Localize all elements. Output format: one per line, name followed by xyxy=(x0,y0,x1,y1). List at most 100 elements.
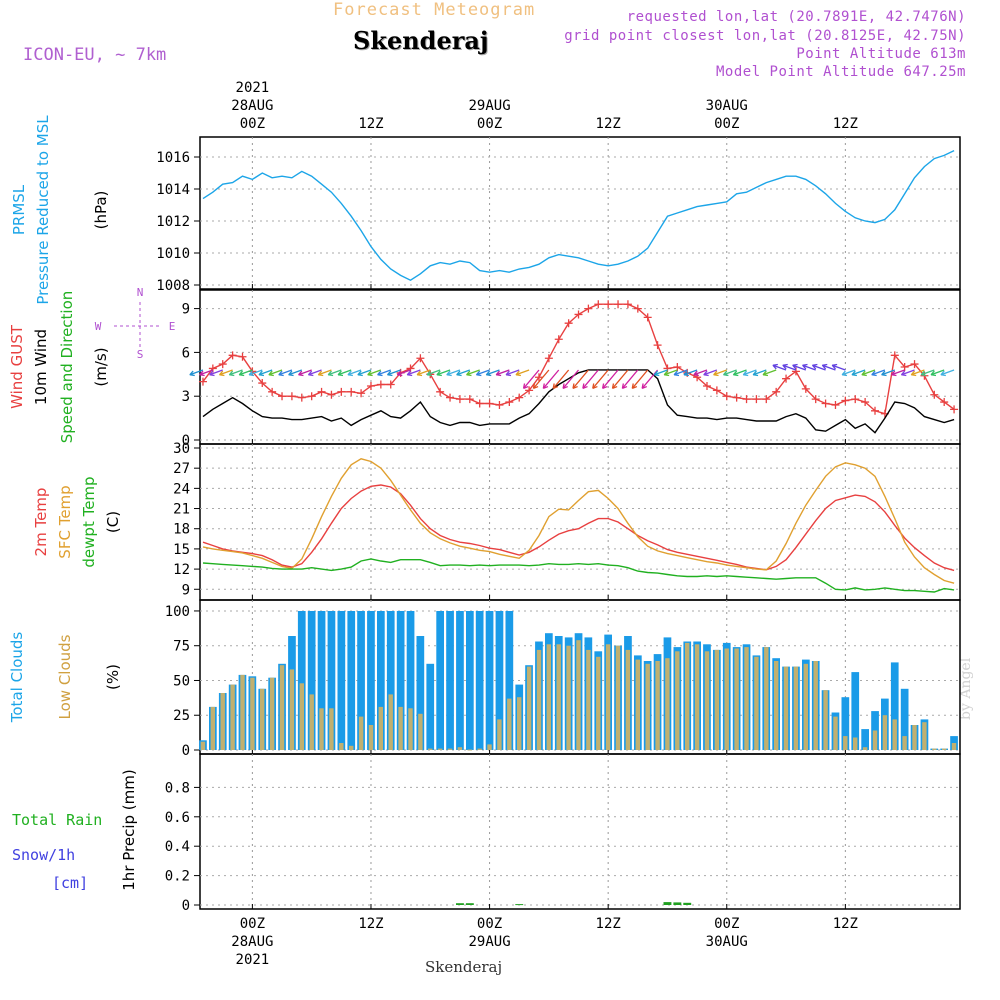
total-bar xyxy=(890,662,899,750)
gust-marker xyxy=(623,300,632,309)
wind-arrow-head xyxy=(732,370,739,377)
wind-arrow xyxy=(416,369,431,376)
total-bar xyxy=(505,611,514,750)
wind-arrow-head xyxy=(621,383,628,389)
y-tick-label: 12 xyxy=(173,562,190,578)
wind-arrow-head xyxy=(673,370,680,377)
wind-arrow xyxy=(318,369,332,376)
y-tick-label: 24 xyxy=(173,481,190,497)
gust-marker xyxy=(633,304,642,313)
wind-arrow-head xyxy=(572,383,578,389)
time-label-bottom: 00Z xyxy=(714,916,739,932)
panel-pressure: 1008 1010 1012 1014 1016 PRMSL Pressure Reduce… xyxy=(10,115,961,305)
wind-arrow xyxy=(802,364,816,371)
y-tick-label: 1012 xyxy=(156,214,190,230)
y-tick-label: 9 xyxy=(182,302,190,318)
wind-arrow-head xyxy=(436,370,442,377)
time-label-top: 12Z xyxy=(833,116,858,132)
pressure-frame xyxy=(199,136,961,290)
y-tick-label: 100 xyxy=(165,604,190,620)
y-tick-label: 9 xyxy=(182,582,190,598)
wind-series-label: Wind GUST xyxy=(8,324,26,409)
wind-arrow xyxy=(532,369,550,389)
low-bar xyxy=(309,694,314,750)
low-bar xyxy=(665,658,670,750)
low-bar xyxy=(774,661,779,750)
low-bar xyxy=(487,744,492,750)
y-tick-label: 0.8 xyxy=(165,780,190,796)
total-bar xyxy=(367,611,375,750)
y-tick-label: 21 xyxy=(173,502,190,518)
y-tick-label: 1010 xyxy=(156,246,190,262)
low-bar xyxy=(546,644,551,750)
gust-marker xyxy=(673,363,682,371)
low-bar xyxy=(497,719,502,750)
wind-arrow-head xyxy=(663,370,670,377)
precip-legend-label: Snow/1h xyxy=(12,846,75,864)
gust-marker xyxy=(475,399,484,408)
low-bar xyxy=(645,663,650,750)
wind-arrow xyxy=(782,364,797,371)
gust-marker xyxy=(337,387,346,396)
low-bar xyxy=(605,644,611,750)
wind-arrow xyxy=(861,369,876,376)
gust-marker xyxy=(752,395,761,404)
pressure-line xyxy=(202,149,955,282)
low-bar xyxy=(279,665,285,750)
total-bar xyxy=(456,611,464,750)
y-tick-label: 0 xyxy=(182,433,190,449)
time-label-bottom: 12Z xyxy=(596,916,621,932)
wind-arrow xyxy=(562,369,580,389)
gust-marker xyxy=(485,399,494,408)
wind-arrow-head xyxy=(505,370,512,377)
wind-arrow-head xyxy=(426,370,433,377)
wind-arrow-head xyxy=(792,363,798,370)
total-bar xyxy=(466,611,474,750)
total-bar xyxy=(297,611,306,750)
y-tick-label: 18 xyxy=(173,522,190,538)
wind-arrow-head xyxy=(347,370,353,377)
wind-arrow xyxy=(466,369,480,376)
wind-arrow-head xyxy=(218,370,225,377)
time-label-bottom: 29AUG xyxy=(468,934,510,950)
low-bar xyxy=(951,743,957,750)
low-bar xyxy=(902,736,907,750)
low-bar xyxy=(339,743,344,750)
wind-arrow-head xyxy=(811,363,818,370)
wind-arrow-head xyxy=(631,383,638,389)
y-tick-label: 15 xyxy=(173,542,190,558)
low-bar xyxy=(882,715,888,750)
low-bar xyxy=(625,649,631,750)
wind-arrow-head xyxy=(752,370,759,377)
y-tick-label: 1016 xyxy=(156,150,190,166)
wind-arrow-head xyxy=(238,370,245,377)
gust-marker xyxy=(910,360,919,369)
low-bar xyxy=(764,647,769,750)
wind-arrow xyxy=(930,369,945,376)
gust-marker xyxy=(732,393,741,402)
wind-arrow xyxy=(772,364,787,371)
low-bar xyxy=(843,736,848,750)
wind-compass: W E N S xyxy=(95,286,176,361)
gust-marker xyxy=(357,389,366,398)
low-bar xyxy=(260,688,265,750)
rain-bar xyxy=(683,902,692,905)
gust-marker xyxy=(278,392,287,401)
low-bar xyxy=(447,748,453,750)
y-tick-label: 1008 xyxy=(156,278,190,294)
wind-arrow xyxy=(792,364,807,371)
wind-arrow-head xyxy=(357,370,363,377)
gust-marker xyxy=(851,395,860,404)
low-bar xyxy=(398,706,403,750)
wind-arrow-head xyxy=(485,370,492,377)
location-title: Skenderaj xyxy=(353,26,489,55)
total-bar xyxy=(347,611,356,750)
gust-marker xyxy=(643,313,652,322)
temperature-series-label: dewpt Temp xyxy=(80,476,98,567)
low-bar xyxy=(477,748,482,750)
wind-arrow-head xyxy=(762,370,769,377)
compass-letter: S xyxy=(137,348,144,361)
y-tick-label: 50 xyxy=(173,673,190,689)
gust-marker xyxy=(782,374,791,383)
panel-precip: 0 0.2 0.4 0.6 0.8 Total Rain Snow/1h [cm] 1hr Pr… xyxy=(12,753,961,914)
